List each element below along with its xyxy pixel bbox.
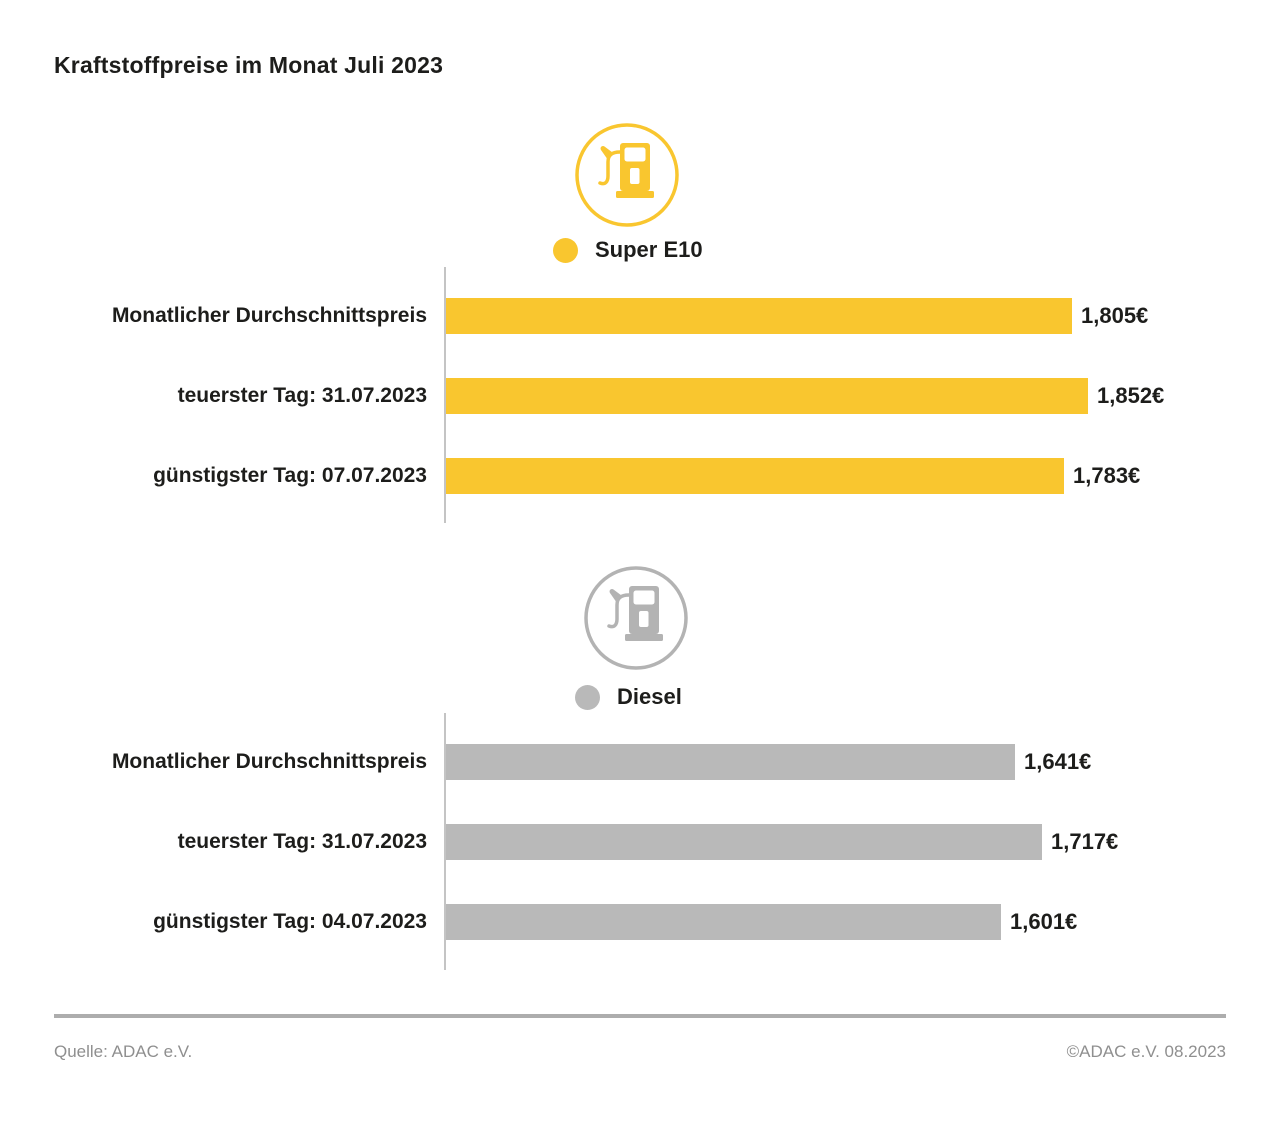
bar-row: teuerster Tag: 31.07.2023 1,852€ <box>54 378 1226 414</box>
fuel-pump-icon <box>581 563 691 673</box>
bar-row: teuerster Tag: 31.07.2023 1,717€ <box>54 824 1226 860</box>
bar-value: 1,783€ <box>1073 463 1141 488</box>
bar-label: teuerster Tag: 31.07.2023 <box>177 384 427 407</box>
bar-super-e10-max-day <box>444 378 1088 414</box>
source-note: Quelle: ADAC e.V. <box>54 1042 193 1061</box>
bar-label: teuerster Tag: 31.07.2023 <box>177 830 427 853</box>
bar-value: 1,852€ <box>1097 383 1165 408</box>
page-title: Kraftstoffpreise im Monat Juli 2023 <box>54 52 444 78</box>
chart-axis <box>444 267 446 523</box>
legend-label: Super E10 <box>595 237 703 262</box>
bar-row: Monatlicher Durchschnittspreis 1,641€ <box>54 744 1226 780</box>
bar-super-e10-average <box>444 298 1072 334</box>
bar-value: 1,805€ <box>1081 303 1149 328</box>
bar-diesel-max-day <box>444 824 1042 860</box>
bar-row: günstigster Tag: 07.07.2023 1,783€ <box>54 458 1226 494</box>
legend-diesel: Diesel <box>575 684 682 710</box>
footer-divider <box>54 1014 1226 1018</box>
legend-label: Diesel <box>617 684 682 709</box>
legend-dot-yellow <box>553 237 578 263</box>
fuel-pump-icon <box>572 120 682 230</box>
legend-super-e10: Super E10 <box>553 237 703 263</box>
bar-row: günstigster Tag: 04.07.2023 1,601€ <box>54 904 1226 940</box>
bar-value: 1,641€ <box>1024 749 1092 774</box>
chart-super-e10: Monatlicher Durchschnittspreis 1,805€ te… <box>54 267 1226 523</box>
bar-label: Monatlicher Durchschnittspreis <box>111 750 427 773</box>
bar-value: 1,717€ <box>1051 829 1119 854</box>
bar-row: Monatlicher Durchschnittspreis 1,805€ <box>54 298 1226 334</box>
bar-diesel-min-day <box>444 904 1001 940</box>
bar-label: Monatlicher Durchschnittspreis <box>111 304 427 327</box>
bar-value: 1,601€ <box>1010 909 1078 934</box>
bar-label: günstigster Tag: 04.07.2023 <box>153 910 427 933</box>
bar-diesel-average <box>444 744 1015 780</box>
copyright-note: ©ADAC e.V. 08.2023 <box>1066 1042 1226 1061</box>
chart-diesel: Monatlicher Durchschnittspreis 1,641€ te… <box>54 713 1226 970</box>
bar-label: günstigster Tag: 07.07.2023 <box>153 464 427 487</box>
chart-axis <box>444 713 446 970</box>
bar-super-e10-min-day <box>444 458 1064 494</box>
legend-dot-gray <box>575 684 600 710</box>
